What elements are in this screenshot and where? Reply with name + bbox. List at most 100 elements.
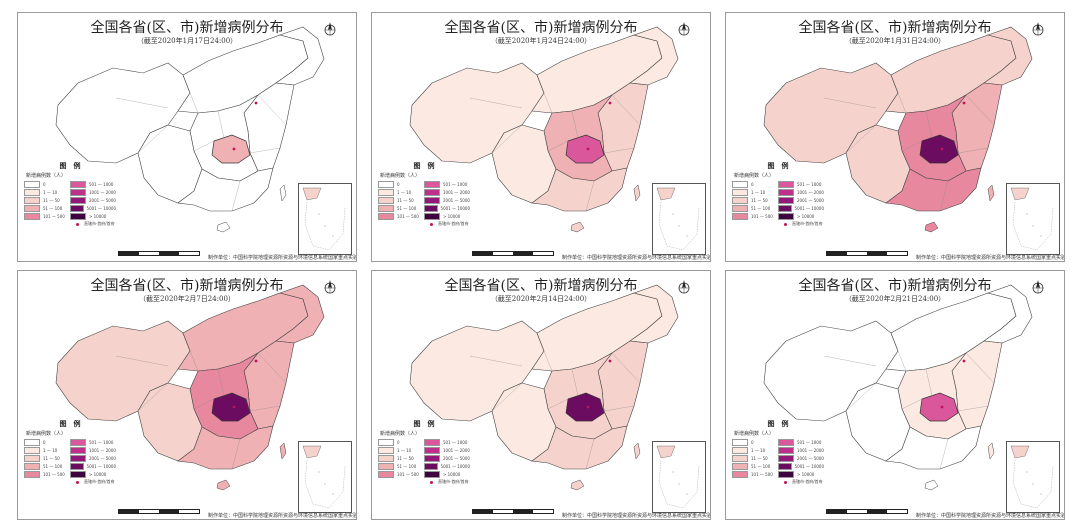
legend-swatch <box>778 180 794 188</box>
legend-row: 1001 — 2000 <box>778 188 824 196</box>
legend-row: 101 — 500 <box>732 470 778 478</box>
province-lines <box>823 350 995 470</box>
legend-row: 5001 — 10000 <box>70 462 116 470</box>
legend-row: 2001 — 5000 <box>424 454 470 462</box>
region-hubei <box>919 134 959 164</box>
legend-capital-label: 直辖市·首府/首府 <box>792 479 823 484</box>
credit-line-1: 制作单位：中国科学院地理资源所资源与环境信息系统国家重点实验室 <box>916 255 1065 261</box>
legend-row: 501 — 1000 <box>778 180 824 188</box>
legend: 图 例 新增病例数（人） 0 1 — 10 11 — 50 51 — 100 1… <box>732 419 824 486</box>
panel-title: 全国各省(区、市)新增病例分布 <box>90 278 284 294</box>
wuhan-marker <box>940 405 944 409</box>
legend-swatch <box>732 462 748 470</box>
legend-swatch <box>732 196 748 204</box>
legend-row: 101 — 500 <box>378 212 424 220</box>
compass-icon <box>324 280 336 294</box>
province-lines <box>115 92 287 212</box>
beijing-marker <box>254 101 258 105</box>
legend-row: 1 — 10 <box>732 446 778 454</box>
legend-row: 101 — 500 <box>732 212 778 220</box>
legend-row: 1 — 10 <box>24 446 70 454</box>
legend-row: 51 — 100 <box>378 462 424 470</box>
legend-swatch <box>424 470 440 478</box>
beijing-marker <box>962 101 966 105</box>
legend-row: 0 <box>378 180 424 188</box>
legend-row: 11 — 50 <box>378 196 424 204</box>
legend-capital: 直辖市·首府/首府 <box>778 478 824 486</box>
legend-label: 2001 — 5000 <box>797 197 824 203</box>
legend-swatch <box>732 204 748 212</box>
panel-title: 全国各省(区、市)新增病例分布 <box>444 20 638 36</box>
legend-label: 0 <box>43 439 46 445</box>
legend-label: 5001 — 10000 <box>440 205 470 211</box>
compass-icon <box>324 22 336 36</box>
legend-swatch <box>378 180 394 188</box>
south-china-sea-inset <box>1006 183 1060 255</box>
legend-swatch <box>378 454 394 462</box>
legend-row: 501 — 1000 <box>424 438 470 446</box>
legend-label: 1001 — 2000 <box>797 447 824 453</box>
legend-swatch <box>732 188 748 196</box>
region-hubei <box>565 392 605 422</box>
scale-bar <box>472 509 554 514</box>
legend-label: 1001 — 2000 <box>89 189 116 195</box>
legend-row: > 10000 <box>778 470 824 478</box>
legend-swatch <box>70 446 86 454</box>
legend-label: > 10000 <box>443 471 461 477</box>
credit-line-1: 制作单位：中国科学院地理资源所资源与环境信息系统国家重点实验室 <box>562 513 711 519</box>
legend-title: 图 例 <box>413 162 435 170</box>
legend-row: 1001 — 2000 <box>70 446 116 454</box>
inset-map <box>656 187 700 251</box>
region-hubei <box>211 392 251 422</box>
scale-bar <box>118 251 200 256</box>
legend-label: 501 — 1000 <box>89 439 114 445</box>
legend-label: 2001 — 5000 <box>443 455 470 461</box>
legend-capital: 直辖市·首府/首府 <box>70 478 116 486</box>
credit-line-1: 制作单位：中国科学院地理资源所资源与环境信息系统国家重点实验室 <box>208 255 357 261</box>
legend-label: 5001 — 10000 <box>440 463 470 469</box>
legend-swatch <box>778 204 792 212</box>
legend-swatch <box>778 438 794 446</box>
capital-dot-icon <box>430 480 433 484</box>
legend-capital-label: 直辖市·首府/首府 <box>792 221 823 226</box>
hainan-island <box>216 479 231 491</box>
legend-swatch <box>378 212 394 220</box>
legend-swatch <box>70 188 86 196</box>
province-lines <box>469 350 641 470</box>
legend-row: 1 — 10 <box>378 188 424 196</box>
legend-row: 2001 — 5000 <box>70 196 116 204</box>
legend-swatch <box>24 212 40 220</box>
legend-capital-label: 直辖市·首府/首府 <box>438 221 469 226</box>
legend-row: 1001 — 2000 <box>778 446 824 454</box>
legend-swatch <box>424 188 440 196</box>
legend-swatch <box>778 196 794 204</box>
legend-label: 51 — 100 <box>397 463 417 469</box>
legend-swatch <box>424 446 440 454</box>
legend-swatch <box>24 204 40 212</box>
legend-capital-label: 直辖市·首府/首府 <box>84 479 115 484</box>
legend-subtitle: 新增病例数（人） <box>380 431 421 437</box>
legend-row: 11 — 50 <box>378 454 424 462</box>
hainan-island <box>570 221 585 233</box>
legend-label: 101 — 500 <box>397 213 419 219</box>
legend-label: 0 <box>397 439 400 445</box>
legend-swatch <box>378 446 394 454</box>
wuhan-marker <box>232 147 236 151</box>
legend-row: 11 — 50 <box>732 454 778 462</box>
panel-title: 全国各省(区、市)新增病例分布 <box>798 20 992 36</box>
map-panel: 全国各省(区、市)新增病例分布 （截至2020年2月7日24:00） 图 例 新… <box>17 270 357 520</box>
legend-subtitle: 新增病例数（人） <box>734 431 775 437</box>
legend-row: 51 — 100 <box>732 204 778 212</box>
legend-row: 0 <box>378 438 424 446</box>
legend: 图 例 新增病例数（人） 0 1 — 10 11 — 50 51 — 100 1… <box>378 161 470 228</box>
legend-swatch <box>24 188 40 196</box>
panel-date: （截至2020年1月31日24:00） <box>844 37 946 45</box>
legend-label: 5001 — 10000 <box>86 205 116 211</box>
legend-row: 501 — 1000 <box>70 180 116 188</box>
wuhan-marker <box>586 405 590 409</box>
legend-row: 51 — 100 <box>378 204 424 212</box>
legend-label: 11 — 50 <box>751 197 768 203</box>
legend-swatch <box>24 470 40 478</box>
taiwan-island <box>279 442 287 460</box>
